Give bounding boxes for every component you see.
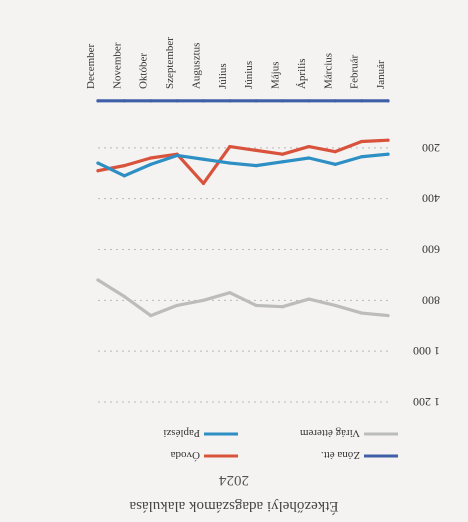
data-point bbox=[96, 99, 100, 103]
series-line-virág-étterem bbox=[96, 278, 390, 318]
y-tick-label: 200 bbox=[422, 141, 440, 155]
data-point bbox=[333, 303, 337, 308]
data-point bbox=[360, 155, 364, 159]
x-tick-label: Szeptember bbox=[164, 37, 176, 89]
data-point bbox=[201, 99, 206, 103]
x-tick-label: Július bbox=[217, 63, 229, 89]
legend-label: Virág étterem bbox=[299, 427, 360, 439]
y-axis-ticks: 200 400 600 800 1 000 1 200 bbox=[413, 141, 440, 409]
data-point bbox=[149, 313, 153, 318]
data-point bbox=[175, 303, 179, 308]
x-tick-label: Február bbox=[349, 54, 361, 89]
x-axis-ticks: Január Február Március Április Május Június Jú… bbox=[85, 37, 387, 89]
plot-area bbox=[96, 99, 390, 318]
y-tick-label: 600 bbox=[422, 243, 440, 257]
data-point bbox=[333, 162, 337, 166]
y-tick-label: 800 bbox=[422, 293, 440, 307]
data-point bbox=[280, 99, 285, 103]
data-point bbox=[360, 139, 364, 144]
x-tick-label: Január bbox=[375, 60, 387, 89]
data-point bbox=[280, 160, 285, 164]
data-point bbox=[333, 99, 337, 103]
data-point bbox=[360, 99, 364, 103]
data-point bbox=[333, 150, 337, 154]
data-point bbox=[122, 99, 126, 103]
data-point bbox=[201, 298, 206, 302]
x-tick-label: Április bbox=[296, 58, 308, 89]
data-point bbox=[307, 99, 311, 103]
legend-label: Paplészi bbox=[163, 427, 200, 439]
data-point bbox=[201, 157, 206, 161]
x-tick-label: Augusztus bbox=[190, 43, 202, 89]
y-tick-label: 1 000 bbox=[413, 344, 440, 358]
data-point bbox=[149, 162, 153, 166]
y-tick-label: 1 200 bbox=[413, 395, 440, 409]
series-line-óvoda bbox=[96, 138, 390, 186]
x-tick-label: Június bbox=[243, 61, 255, 89]
data-point bbox=[122, 164, 126, 168]
data-point bbox=[228, 161, 232, 165]
data-point bbox=[280, 305, 285, 309]
chart-title: Étkezőhelyi adagszámok alakulása bbox=[129, 498, 338, 515]
rotated-chart-group: Étkezőhelyi adagszámok alakulása 2024 Zó… bbox=[85, 37, 440, 515]
data-point bbox=[386, 152, 390, 156]
data-point bbox=[96, 278, 100, 282]
data-point bbox=[254, 99, 258, 103]
data-point bbox=[254, 148, 258, 152]
data-point bbox=[149, 156, 153, 160]
data-point bbox=[386, 313, 390, 318]
x-tick-label: Május bbox=[270, 62, 282, 90]
data-point bbox=[122, 294, 126, 299]
data-point bbox=[307, 144, 311, 149]
data-point bbox=[280, 152, 285, 156]
data-point bbox=[360, 311, 364, 315]
chart-subtitle: 2024 bbox=[219, 472, 250, 488]
x-tick-label: Március bbox=[322, 53, 334, 89]
data-point bbox=[122, 174, 126, 178]
legend: Zóna étt. Óvoda Virág étterem Paplészi bbox=[163, 427, 398, 461]
data-point bbox=[307, 297, 311, 301]
legend-label: Óvoda bbox=[171, 449, 200, 461]
y-tick-label: 400 bbox=[422, 192, 440, 206]
data-point bbox=[96, 169, 100, 173]
x-tick-label: December bbox=[85, 43, 97, 89]
data-point bbox=[307, 156, 311, 160]
data-point bbox=[228, 99, 232, 103]
gridlines bbox=[98, 147, 388, 403]
data-point bbox=[175, 153, 179, 158]
data-point bbox=[201, 181, 206, 186]
data-point bbox=[228, 144, 232, 149]
x-tick-label: Október bbox=[138, 53, 150, 89]
data-point bbox=[149, 99, 153, 103]
data-point bbox=[386, 99, 390, 103]
data-point bbox=[254, 164, 258, 168]
data-point bbox=[254, 303, 258, 308]
legend-label: Zóna étt. bbox=[321, 449, 360, 461]
data-point bbox=[228, 291, 232, 295]
series-line-paplészi bbox=[96, 152, 390, 178]
data-point bbox=[96, 161, 100, 165]
data-point bbox=[175, 99, 179, 103]
x-tick-label: November bbox=[111, 42, 123, 89]
data-point bbox=[386, 138, 390, 142]
